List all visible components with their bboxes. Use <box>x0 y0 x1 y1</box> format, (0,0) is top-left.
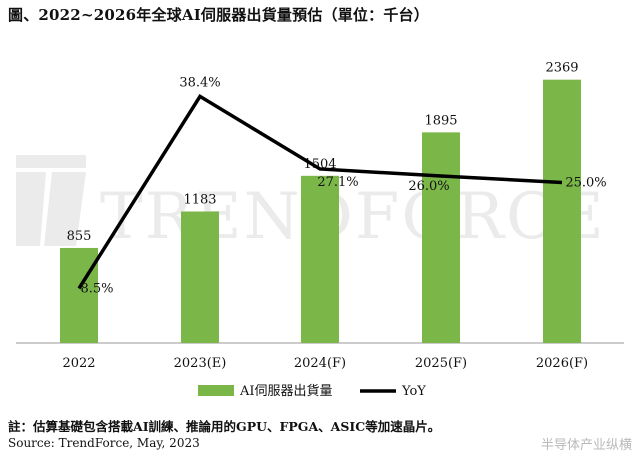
yoy-value-label: 27.1% <box>317 175 358 190</box>
x-tick-label: 2024(F) <box>294 356 346 371</box>
x-tick-label: 2022 <box>62 356 95 371</box>
svg-text:TRENDFORCE: TRENDFORCE <box>100 180 606 254</box>
yoy-series: 8.5% 38.4% 27.1% 26.0% 25.0% <box>77 75 607 296</box>
yoy-value-label: 26.0% <box>408 179 449 194</box>
bar-value-label: 1895 <box>424 113 457 128</box>
bar-value-label: 1183 <box>183 193 216 208</box>
credit-watermark: 半导体产业纵横 <box>540 438 632 453</box>
yoy-value-label: 38.4% <box>179 75 220 90</box>
x-tick-labels: 2022 2023(E) 2024(F) 2025(F) 2026(F) <box>62 356 588 371</box>
legend-bar-label: AI伺服器出貨量 <box>239 383 333 399</box>
bar-value-label: 855 <box>67 229 92 244</box>
bar-value-label: 2369 <box>545 61 578 76</box>
bar <box>181 211 219 343</box>
x-tick-label: 2025(F) <box>415 356 467 371</box>
yoy-value-label: 25.0% <box>565 175 606 190</box>
footnote: 註：估算基礎包含搭載AI訓練、推論用的GPU、FPGA、ASIC等加速晶片。 <box>8 419 441 434</box>
legend: AI伺服器出貨量 YoY <box>198 383 426 399</box>
bar <box>301 175 339 343</box>
bar <box>60 247 98 343</box>
x-tick-label: 2026(F) <box>536 356 588 371</box>
yoy-line <box>77 94 563 290</box>
bar <box>543 79 581 343</box>
legend-line-label: YoY <box>401 384 426 399</box>
chart-title: 圖、2022~2026年全球AI伺服器出貨量預估（單位：千台） <box>8 6 429 24</box>
bar <box>422 132 460 343</box>
source-line: Source: TrendForce, May, 2023 <box>8 436 200 450</box>
legend-bar-swatch <box>198 385 234 396</box>
yoy-value-label: 8.5% <box>80 281 113 296</box>
watermark-logo: TRENDFORCE <box>16 155 606 254</box>
x-tick-label: 2023(E) <box>174 356 227 371</box>
